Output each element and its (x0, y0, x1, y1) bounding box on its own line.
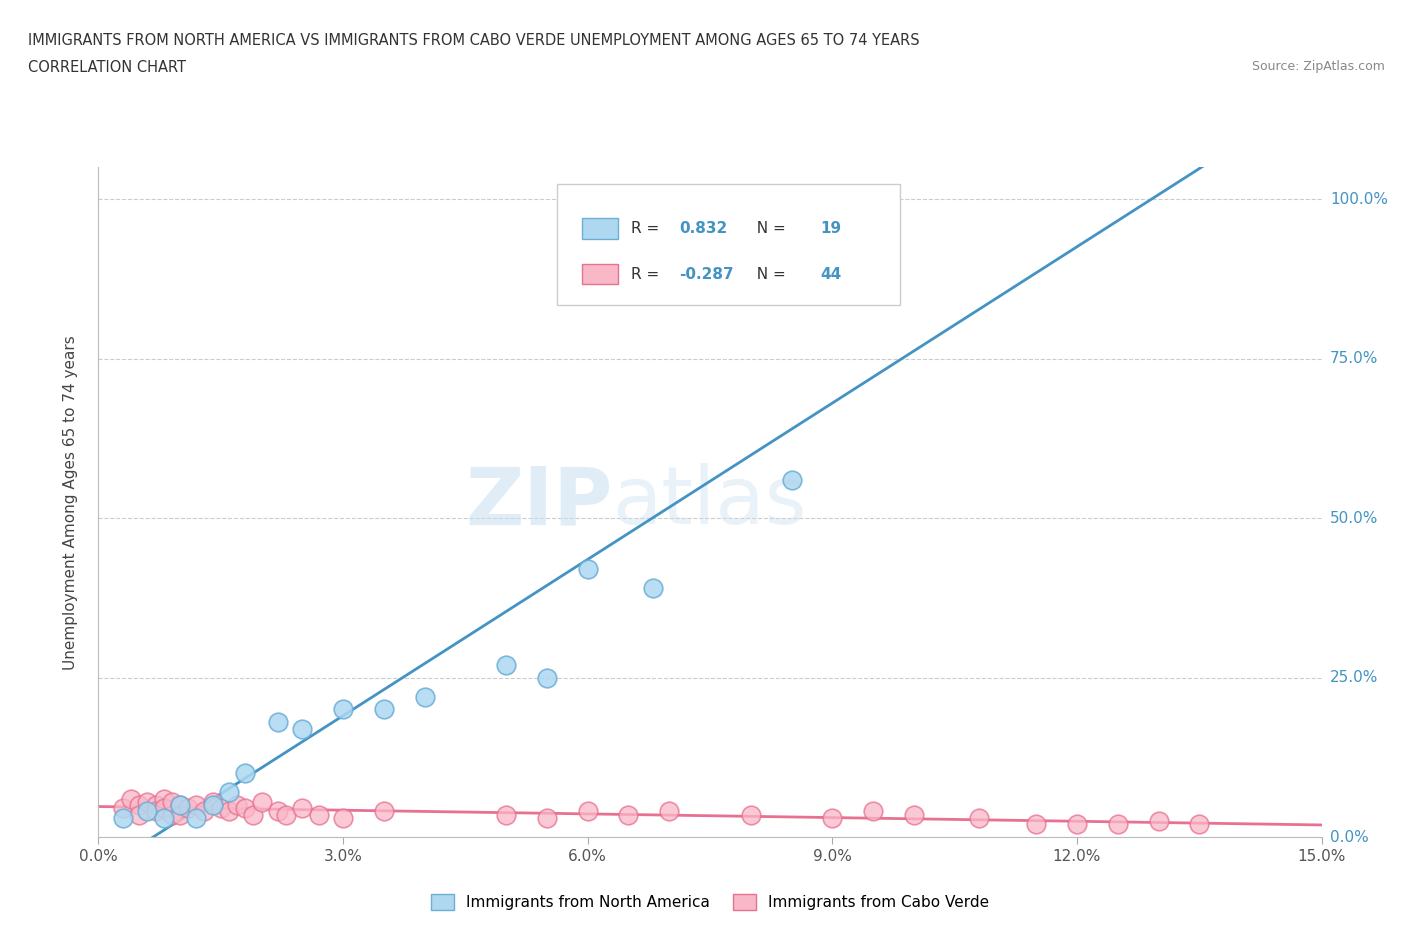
Point (332, 810, 354, 825)
Point (193, 804, 215, 819)
Text: 44: 44 (820, 267, 841, 282)
Point (1107, 817, 1129, 831)
Point (780, 472, 803, 487)
Point (267, 804, 290, 819)
Y-axis label: Unemployment Among Ages 65 to 74 years: Unemployment Among Ages 65 to 74 years (63, 335, 77, 670)
Point (1066, 817, 1088, 831)
Point (495, 658, 517, 672)
Text: 50.0%: 50.0% (1330, 511, 1378, 525)
Point (169, 807, 191, 822)
Point (152, 810, 174, 825)
Bar (582, 219, 619, 238)
Text: N =: N = (747, 267, 790, 282)
Text: 0.0%: 0.0% (1330, 830, 1368, 844)
Point (576, 804, 599, 819)
Point (291, 721, 314, 736)
Text: 0.832: 0.832 (679, 221, 728, 236)
Point (1025, 817, 1047, 831)
Text: 25.0%: 25.0% (1330, 671, 1378, 685)
Point (186, 810, 208, 825)
Point (128, 807, 150, 822)
Text: Source: ZipAtlas.com: Source: ZipAtlas.com (1251, 60, 1385, 73)
Point (740, 807, 762, 822)
Point (862, 804, 884, 819)
Point (308, 807, 330, 822)
Point (111, 801, 134, 816)
Point (838, 192, 860, 206)
Point (136, 804, 159, 819)
Point (233, 801, 256, 816)
Point (111, 810, 134, 825)
Text: IMMIGRANTS FROM NORTH AMERICA VS IMMIGRANTS FROM CABO VERDE UNEMPLOYMENT AMONG A: IMMIGRANTS FROM NORTH AMERICA VS IMMIGRA… (28, 33, 920, 47)
Point (658, 804, 681, 819)
Point (152, 801, 174, 816)
Point (495, 807, 517, 822)
Point (291, 801, 314, 816)
Point (145, 804, 167, 819)
Text: R =: R = (630, 221, 664, 236)
Point (373, 702, 395, 717)
Text: -0.287: -0.287 (679, 267, 734, 282)
Point (250, 794, 273, 809)
Point (373, 804, 395, 819)
Point (120, 791, 142, 806)
Point (641, 581, 664, 596)
Point (1188, 817, 1211, 831)
Text: N =: N = (747, 221, 790, 236)
Point (145, 798, 167, 813)
Point (576, 562, 599, 577)
Point (160, 794, 183, 809)
Point (218, 785, 240, 800)
Point (169, 798, 191, 813)
Point (136, 794, 159, 809)
Point (967, 810, 990, 825)
Point (209, 801, 232, 816)
Point (177, 801, 200, 816)
Point (617, 807, 640, 822)
Point (186, 798, 208, 813)
Point (128, 798, 150, 813)
Text: 19: 19 (820, 221, 841, 236)
Bar (582, 264, 619, 284)
Point (274, 807, 297, 822)
Point (152, 791, 174, 806)
Text: 75.0%: 75.0% (1330, 352, 1378, 366)
Point (821, 810, 844, 825)
Legend: Immigrants from North America, Immigrants from Cabo Verde: Immigrants from North America, Immigrant… (425, 888, 995, 916)
Text: ZIP: ZIP (465, 463, 612, 541)
Point (226, 798, 249, 813)
Text: R =: R = (630, 267, 664, 282)
Point (1147, 814, 1170, 829)
Point (267, 715, 290, 730)
Text: atlas: atlas (612, 463, 807, 541)
Point (160, 807, 183, 822)
Point (332, 702, 354, 717)
Point (536, 671, 558, 685)
Point (169, 798, 191, 813)
Point (233, 765, 256, 780)
Point (413, 689, 436, 704)
Point (903, 807, 925, 822)
Point (242, 807, 264, 822)
FancyBboxPatch shape (557, 184, 900, 305)
Point (536, 810, 558, 825)
Point (218, 804, 240, 819)
Point (201, 794, 224, 809)
Text: 100.0%: 100.0% (1330, 192, 1388, 206)
Point (201, 798, 224, 813)
Text: CORRELATION CHART: CORRELATION CHART (28, 60, 186, 75)
